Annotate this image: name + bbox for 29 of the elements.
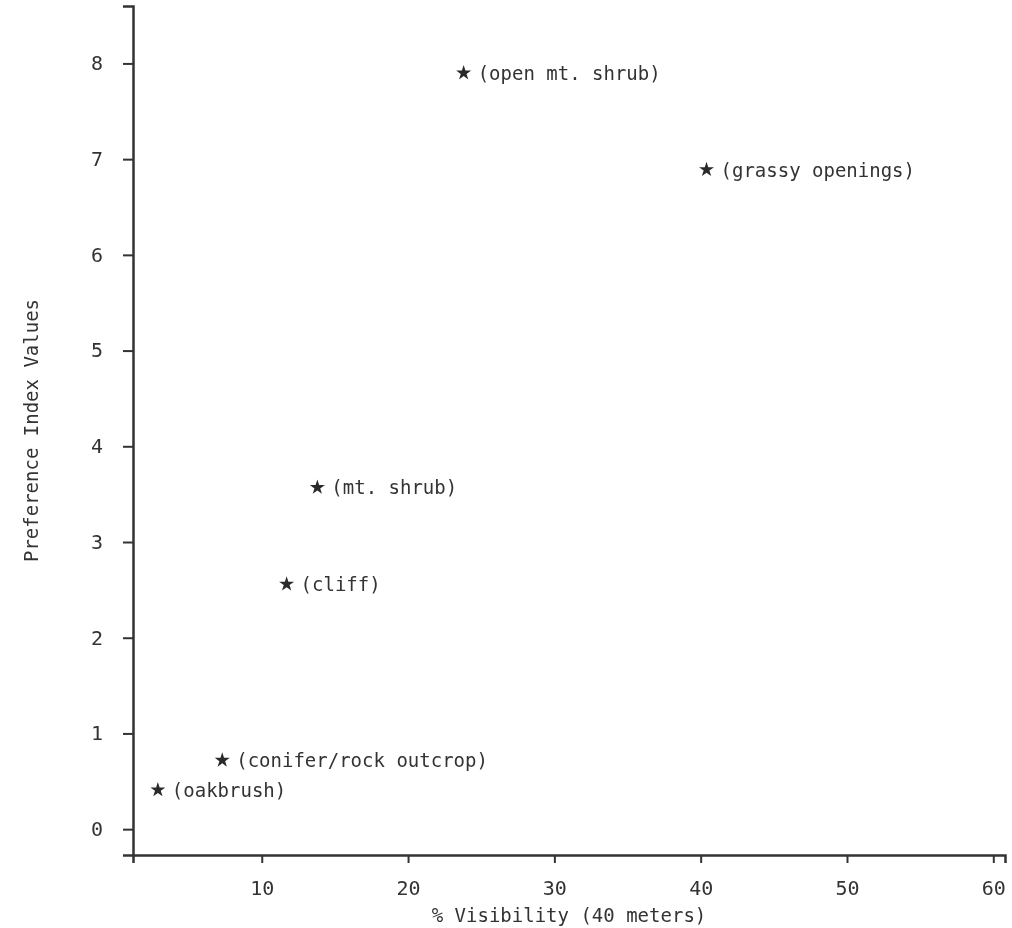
annotation: (grassy openings) xyxy=(720,158,915,181)
point xyxy=(214,752,230,767)
x-tick-label: 50 xyxy=(835,876,860,901)
point xyxy=(309,479,325,494)
y-tick-label: 1 xyxy=(90,721,103,746)
x-tick-label: 30 xyxy=(542,876,567,901)
y-tick-label: 4 xyxy=(90,434,103,459)
annotation: (oakbrush) xyxy=(171,778,287,801)
annotation: (open mt. shrub) xyxy=(477,62,661,84)
annotation: (conifer/rock outcrop) xyxy=(236,749,488,772)
point xyxy=(456,65,472,80)
point xyxy=(279,576,295,591)
annotation: (mt. shrub) xyxy=(331,476,458,499)
y-tick-label: 5 xyxy=(90,338,103,363)
y-tick-label: 6 xyxy=(90,242,103,267)
y-tick-label: 2 xyxy=(90,625,103,650)
y-tick-label: 3 xyxy=(90,529,103,554)
x-tick-label: 10 xyxy=(250,876,275,901)
x-tick-label: 60 xyxy=(981,876,1006,901)
y-axis-title: Preference Index Values xyxy=(20,298,42,563)
x-tick-label: 20 xyxy=(396,876,421,901)
x-tick-label: 40 xyxy=(689,876,714,901)
y-tick-label: 8 xyxy=(90,51,103,76)
point xyxy=(699,161,715,177)
annotation: (cliff) xyxy=(300,573,381,596)
y-tick-label: 0 xyxy=(90,817,103,842)
point xyxy=(150,782,166,797)
x-axis-title: % Visibility (40 meters) xyxy=(431,904,707,926)
y-tick-label: 7 xyxy=(90,147,103,172)
